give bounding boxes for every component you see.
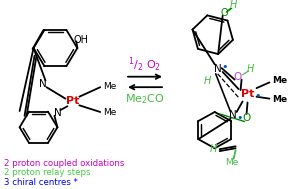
Text: Me: Me xyxy=(272,95,287,104)
Text: N: N xyxy=(229,110,237,120)
Text: O: O xyxy=(242,113,251,123)
Text: 2 proton coupled oxidations: 2 proton coupled oxidations xyxy=(4,159,124,168)
Text: H: H xyxy=(247,64,254,74)
Text: •: • xyxy=(236,113,243,123)
Text: H: H xyxy=(204,76,211,85)
Text: Me: Me xyxy=(225,158,238,167)
Text: N: N xyxy=(39,79,46,89)
Text: Pt: Pt xyxy=(241,89,254,99)
Text: O: O xyxy=(221,8,228,18)
Text: H: H xyxy=(230,0,237,10)
Text: Me: Me xyxy=(103,108,116,117)
Text: 2 proton relay steps: 2 proton relay steps xyxy=(4,168,90,177)
Text: •: • xyxy=(254,91,261,101)
Text: $\mathsf{^{1}/_{2}\ O_2}$: $\mathsf{^{1}/_{2}\ O_2}$ xyxy=(129,56,162,74)
Text: $\mathsf{Me_2CO}$: $\mathsf{Me_2CO}$ xyxy=(125,92,165,105)
Text: Pt: Pt xyxy=(66,97,79,106)
Text: •: • xyxy=(222,62,228,72)
Text: Me: Me xyxy=(103,82,116,91)
Text: 3 chiral centres *: 3 chiral centres * xyxy=(4,178,78,187)
Text: OH: OH xyxy=(74,36,89,45)
Text: N: N xyxy=(214,64,222,74)
Text: N: N xyxy=(54,108,61,118)
Text: O: O xyxy=(234,72,242,82)
Text: H: H xyxy=(210,144,217,154)
Text: Me: Me xyxy=(272,76,287,85)
